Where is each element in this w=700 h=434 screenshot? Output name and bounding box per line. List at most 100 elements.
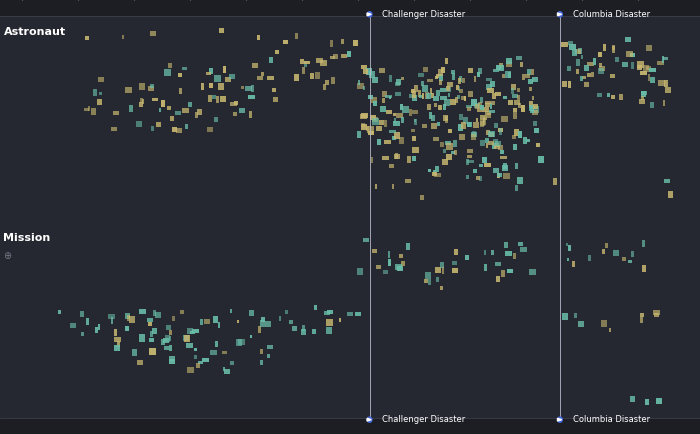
Bar xyxy=(292,326,297,331)
Bar xyxy=(466,105,472,108)
Bar xyxy=(454,249,458,256)
Bar xyxy=(511,83,516,90)
Bar xyxy=(136,121,142,127)
Bar xyxy=(495,92,500,95)
Bar xyxy=(237,319,239,323)
Bar xyxy=(484,263,487,271)
Bar xyxy=(419,195,424,200)
Bar xyxy=(435,267,441,273)
Bar xyxy=(435,173,441,177)
Bar xyxy=(468,160,473,163)
Bar xyxy=(491,93,496,99)
Bar xyxy=(421,81,424,86)
Bar xyxy=(331,77,335,84)
Bar xyxy=(193,348,197,351)
Bar xyxy=(260,320,265,327)
Bar xyxy=(320,60,326,66)
Bar xyxy=(529,105,534,112)
Bar xyxy=(366,68,372,76)
Bar xyxy=(439,80,442,85)
Bar xyxy=(479,176,482,181)
Bar xyxy=(185,335,190,342)
Bar xyxy=(432,172,437,176)
Bar xyxy=(164,346,169,350)
Bar xyxy=(395,264,402,270)
Bar xyxy=(533,121,537,126)
Bar xyxy=(612,45,615,50)
Bar xyxy=(373,101,377,106)
Bar xyxy=(98,324,100,329)
Bar xyxy=(160,100,165,107)
Bar xyxy=(393,122,400,126)
Bar xyxy=(630,396,636,401)
Bar xyxy=(567,258,569,261)
Bar xyxy=(508,72,511,78)
Bar xyxy=(127,315,130,321)
Bar xyxy=(452,151,455,155)
Bar xyxy=(496,65,501,69)
Bar xyxy=(566,243,568,247)
Bar xyxy=(498,145,503,150)
Bar xyxy=(300,329,306,335)
Bar xyxy=(450,99,456,105)
Bar xyxy=(414,118,417,125)
Bar xyxy=(148,86,154,91)
Bar xyxy=(451,70,454,74)
Bar xyxy=(330,56,335,59)
Bar xyxy=(169,336,172,341)
Bar xyxy=(645,399,650,405)
Bar xyxy=(419,95,423,98)
Bar xyxy=(214,117,218,122)
Bar xyxy=(513,253,515,259)
Bar xyxy=(384,120,387,127)
Bar xyxy=(193,329,199,333)
Bar xyxy=(466,159,469,165)
Bar xyxy=(512,135,516,139)
Bar xyxy=(440,96,447,100)
Bar xyxy=(569,44,576,50)
Bar xyxy=(172,127,176,132)
Bar xyxy=(477,72,480,77)
Bar xyxy=(304,61,310,64)
Bar xyxy=(529,269,536,275)
Bar xyxy=(512,94,517,98)
Bar xyxy=(663,100,665,106)
Bar xyxy=(489,102,492,109)
Bar xyxy=(480,105,484,109)
Bar xyxy=(198,361,203,364)
Bar xyxy=(342,54,346,58)
Bar xyxy=(149,348,155,355)
Bar xyxy=(211,350,217,355)
Bar xyxy=(619,93,623,100)
Bar xyxy=(480,121,486,126)
Bar xyxy=(484,163,491,167)
Bar xyxy=(411,128,414,132)
Bar xyxy=(568,42,573,45)
Bar xyxy=(473,168,477,173)
Bar xyxy=(209,69,213,74)
Bar xyxy=(376,126,382,132)
Bar xyxy=(536,143,540,147)
Bar xyxy=(222,351,227,354)
Bar xyxy=(400,253,403,258)
Bar xyxy=(516,56,522,59)
Bar xyxy=(326,327,332,334)
Text: Astronaut: Astronaut xyxy=(4,26,66,36)
Bar xyxy=(532,95,534,100)
Bar xyxy=(88,106,90,111)
Bar xyxy=(58,310,61,314)
Bar xyxy=(507,269,513,273)
Bar xyxy=(437,122,440,126)
Bar xyxy=(423,67,428,72)
Bar xyxy=(358,132,360,138)
Bar xyxy=(187,367,194,373)
Bar xyxy=(267,354,270,358)
Bar xyxy=(446,144,453,150)
Bar xyxy=(461,122,466,129)
Bar xyxy=(637,65,642,70)
Bar xyxy=(188,102,192,107)
Bar xyxy=(206,72,211,76)
Bar xyxy=(163,339,169,343)
Bar xyxy=(153,310,155,316)
Bar xyxy=(370,72,375,78)
